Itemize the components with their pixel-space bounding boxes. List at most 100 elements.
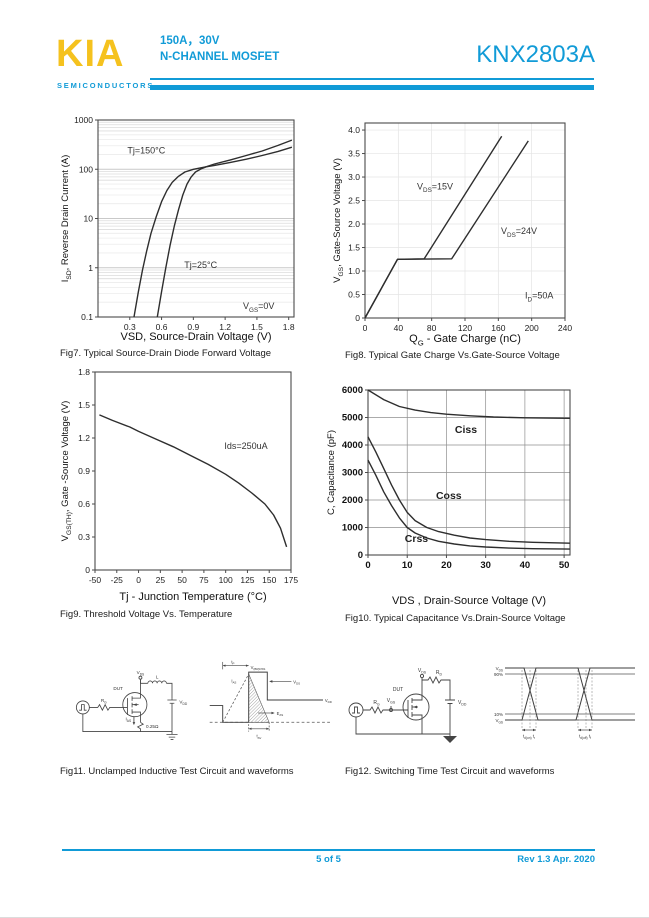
svg-text:Tj - Junction Temperature (°C): Tj - Junction Temperature (°C) [119, 591, 266, 603]
svg-text:0.6: 0.6 [156, 322, 168, 332]
svg-text:2.0: 2.0 [348, 219, 360, 229]
svg-text:75: 75 [199, 575, 209, 585]
fig8-block: 0 40 80 120 160 200 240 0 0.5 1.0 1.5 2.0 2.5 3.0 3.5 4… [328, 116, 590, 361]
svg-text:0.9: 0.9 [78, 466, 90, 476]
fig9-block: -50 -25 0 25 50 75 100 125 150 175 0 0.3 0.6 0.9 1.2 1.… [56, 368, 312, 620]
fig11-wave-label-bvdss: V(BR)DSS [251, 665, 266, 671]
svg-text:2.5: 2.5 [348, 196, 360, 206]
pulse-source-icon [75, 700, 90, 715]
svg-text:VDS=24V: VDS=24V [501, 226, 537, 239]
svg-text:0.3: 0.3 [78, 532, 90, 542]
fig11-wave-label-tp: tP [231, 659, 234, 665]
ground-icon [166, 731, 178, 740]
device-type: N-CHANNEL MOSFET [160, 51, 280, 63]
svg-text:25: 25 [156, 575, 166, 585]
svg-text:Ciss: Ciss [455, 424, 477, 436]
svg-text:1.8: 1.8 [283, 322, 295, 332]
svg-text:0.6: 0.6 [78, 499, 90, 509]
svg-text:80: 80 [427, 323, 437, 333]
fig12-wave-label-toff: td(off) tf [579, 733, 591, 739]
svg-text:40: 40 [520, 560, 531, 571]
fig12-wave-label-90pct: 90% [494, 672, 503, 677]
svg-text:0: 0 [358, 550, 363, 561]
svg-text:Tj=25°C: Tj=25°C [184, 260, 217, 270]
avalanche-energy-area [248, 673, 270, 723]
svg-text:Coss: Coss [436, 490, 462, 502]
fig12-circuit-diagram: VDS RD DUT RG VGS VDD [348, 668, 467, 743]
fig12-label-vds: VDS [418, 668, 427, 675]
svg-text:-50: -50 [89, 575, 102, 585]
svg-text:0: 0 [365, 560, 370, 571]
fig12-label-rd: RD [436, 670, 443, 677]
svg-text:VSD, Source-Drain Voltage (V): VSD, Source-Drain Voltage (V) [120, 331, 271, 343]
fig7-block: 0.3 0.6 0.9 1.2 1.5 1.8 0.1 1 10 100 1000 Tj=150°C T… [56, 116, 312, 359]
svg-text:0.3: 0.3 [124, 322, 136, 332]
fig11-label-ias: IAS [126, 716, 132, 722]
svg-text:VDS=15V: VDS=15V [417, 181, 453, 194]
svg-text:Tj=150°C: Tj=150°C [127, 145, 165, 155]
svg-text:C, Capacitance (pF): C, Capacitance (pF) [326, 430, 337, 515]
svg-text:10: 10 [84, 214, 94, 224]
svg-text:1.5: 1.5 [251, 322, 263, 332]
fig12-wave-label-10pct: 10% [494, 712, 503, 717]
svg-text:4000: 4000 [342, 440, 363, 451]
svg-text:120: 120 [458, 323, 472, 333]
fig10-chart: 0 10 20 30 40 50 0 1000 2000 3000 4000 5000 6000 Ciss… [326, 385, 571, 607]
fig11-wave-label-ias: IAS [231, 678, 236, 684]
svg-text:10: 10 [402, 560, 413, 571]
svg-text:Ids=250uA: Ids=250uA [224, 441, 267, 451]
page-number: 5 of 5 [316, 854, 341, 865]
fig12-label-vgs: VGS [387, 698, 396, 705]
svg-text:175: 175 [284, 575, 298, 585]
battery-icon [445, 698, 455, 734]
footer-rule [62, 849, 595, 851]
fig11-wave-label-eas: EAS [277, 711, 284, 717]
svg-text:50: 50 [559, 560, 570, 571]
brand-logo: KIA [56, 33, 125, 75]
svg-text:3.5: 3.5 [348, 149, 360, 159]
svg-text:30: 30 [480, 560, 491, 571]
fig9-caption: Fig9. Threshold Voltage Vs. Temperature [60, 609, 233, 620]
fig7-chart: 0.3 0.6 0.9 1.2 1.5 1.8 0.1 1 10 100 1000 Tj=150°C T… [60, 116, 295, 343]
fig11-caption: Fig11. Unclamped Inductive Test Circuit … [60, 766, 294, 777]
svg-text:QG - Gate Charge (nC): QG - Gate Charge (nC) [409, 333, 521, 346]
svg-text:125: 125 [240, 575, 254, 585]
svg-text:6000: 6000 [342, 385, 363, 396]
fig12-label-rg: RG [373, 700, 380, 707]
svg-text:1.2: 1.2 [219, 322, 231, 332]
svg-text:100: 100 [219, 575, 233, 585]
svg-text:1.5: 1.5 [348, 243, 360, 253]
svg-text:1000: 1000 [342, 523, 363, 534]
fig8-caption: Fig8. Typical Gate Charge Vs.Gate-Source… [345, 350, 560, 361]
fig11-label-vdd: VDD [179, 700, 187, 706]
svg-text:Crss: Crss [405, 533, 429, 545]
fig11-wave-label-vds: VDS [293, 679, 300, 685]
part-number: KNX2803A [476, 41, 595, 68]
fig11-wave-label-vdd: VDD [325, 698, 332, 704]
svg-text:50: 50 [177, 575, 187, 585]
inductor-icon [147, 680, 167, 684]
header-rule-thick [150, 84, 594, 90]
fig10-caption: Fig10. Typical Capacitance Vs.Drain-Sour… [345, 613, 566, 624]
fig12-wave-label-vgs: VGS [495, 718, 503, 724]
svg-text:ISD, Reverse Drain Current (A): ISD, Reverse Drain Current (A) [60, 155, 73, 283]
fig7-caption: Fig7. Typical Source-Drain Diode Forward… [60, 348, 272, 359]
svg-text:3000: 3000 [342, 468, 363, 479]
fig11-waveform-diagram: tP V(BR)DSS VDS VDD IAS EAS tAV [209, 659, 333, 740]
revision-label: Rev 1.3 Apr. 2020 [517, 854, 595, 865]
svg-text:VGS=0V: VGS=0V [243, 301, 274, 314]
svg-text:0: 0 [355, 313, 360, 323]
svg-text:VDS , Drain-Source Voltage (V): VDS , Drain-Source Voltage (V) [392, 595, 546, 607]
fig11-circuit-diagram: VDS L DUT RG VDD IAS 0.25Ω [75, 670, 188, 740]
vds-waveform [209, 671, 323, 723]
sense-resistor-icon [136, 721, 145, 732]
fig12-caption: Fig12. Switching Time Test Circuit and w… [345, 766, 555, 777]
svg-text:ID=50A: ID=50A [525, 290, 553, 303]
svg-text:1.8: 1.8 [78, 368, 90, 377]
svg-text:-25: -25 [111, 575, 124, 585]
svg-text:150: 150 [262, 575, 276, 585]
svg-text:200: 200 [525, 323, 539, 333]
gate-resistor-icon [363, 705, 408, 715]
header-rule-thin [150, 78, 594, 80]
